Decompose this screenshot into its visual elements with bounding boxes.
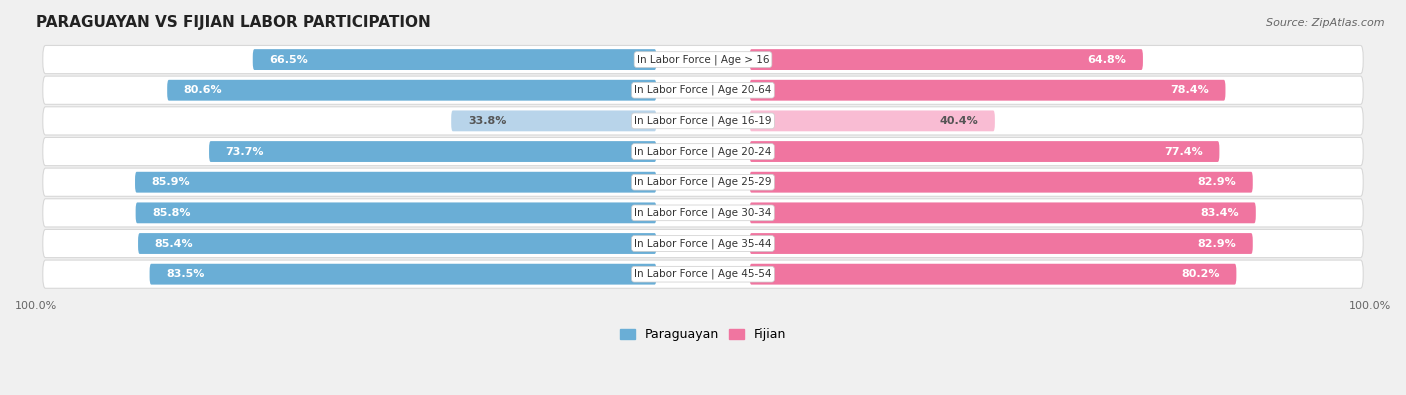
Text: 85.4%: 85.4% [155,239,194,248]
FancyBboxPatch shape [42,168,1364,196]
FancyBboxPatch shape [749,202,1256,223]
Text: 77.4%: 77.4% [1164,147,1202,156]
Text: 40.4%: 40.4% [939,116,979,126]
Text: In Labor Force | Age 20-64: In Labor Force | Age 20-64 [634,85,772,96]
Text: 82.9%: 82.9% [1198,177,1236,187]
FancyBboxPatch shape [749,264,1236,285]
Legend: Paraguayan, Fijian: Paraguayan, Fijian [614,323,792,346]
Text: In Labor Force | Age > 16: In Labor Force | Age > 16 [637,55,769,65]
FancyBboxPatch shape [42,76,1364,104]
FancyBboxPatch shape [42,229,1364,258]
Text: In Labor Force | Age 30-34: In Labor Force | Age 30-34 [634,208,772,218]
FancyBboxPatch shape [42,45,1364,74]
FancyBboxPatch shape [209,141,657,162]
FancyBboxPatch shape [149,264,657,285]
FancyBboxPatch shape [749,80,1226,101]
FancyBboxPatch shape [749,233,1253,254]
Text: 73.7%: 73.7% [226,147,264,156]
Text: Source: ZipAtlas.com: Source: ZipAtlas.com [1267,18,1385,28]
FancyBboxPatch shape [42,199,1364,227]
FancyBboxPatch shape [749,111,995,131]
FancyBboxPatch shape [451,111,657,131]
FancyBboxPatch shape [749,49,1143,70]
Text: 83.5%: 83.5% [166,269,205,279]
Text: In Labor Force | Age 45-54: In Labor Force | Age 45-54 [634,269,772,279]
Text: 85.9%: 85.9% [152,177,190,187]
Text: 80.6%: 80.6% [184,85,222,95]
Text: In Labor Force | Age 25-29: In Labor Force | Age 25-29 [634,177,772,188]
Text: 85.8%: 85.8% [152,208,191,218]
FancyBboxPatch shape [42,137,1364,166]
FancyBboxPatch shape [135,172,657,193]
Text: PARAGUAYAN VS FIJIAN LABOR PARTICIPATION: PARAGUAYAN VS FIJIAN LABOR PARTICIPATION [37,15,430,30]
Text: 33.8%: 33.8% [468,116,506,126]
FancyBboxPatch shape [749,172,1253,193]
Text: 78.4%: 78.4% [1170,85,1209,95]
FancyBboxPatch shape [42,260,1364,288]
FancyBboxPatch shape [135,202,657,223]
FancyBboxPatch shape [749,141,1219,162]
FancyBboxPatch shape [253,49,657,70]
Text: 82.9%: 82.9% [1198,239,1236,248]
Text: In Labor Force | Age 20-24: In Labor Force | Age 20-24 [634,146,772,157]
Text: In Labor Force | Age 16-19: In Labor Force | Age 16-19 [634,116,772,126]
FancyBboxPatch shape [42,107,1364,135]
FancyBboxPatch shape [167,80,657,101]
Text: 64.8%: 64.8% [1087,55,1126,64]
FancyBboxPatch shape [138,233,657,254]
Text: 80.2%: 80.2% [1181,269,1220,279]
Text: 83.4%: 83.4% [1201,208,1239,218]
Text: 66.5%: 66.5% [270,55,308,64]
Text: In Labor Force | Age 35-44: In Labor Force | Age 35-44 [634,238,772,249]
